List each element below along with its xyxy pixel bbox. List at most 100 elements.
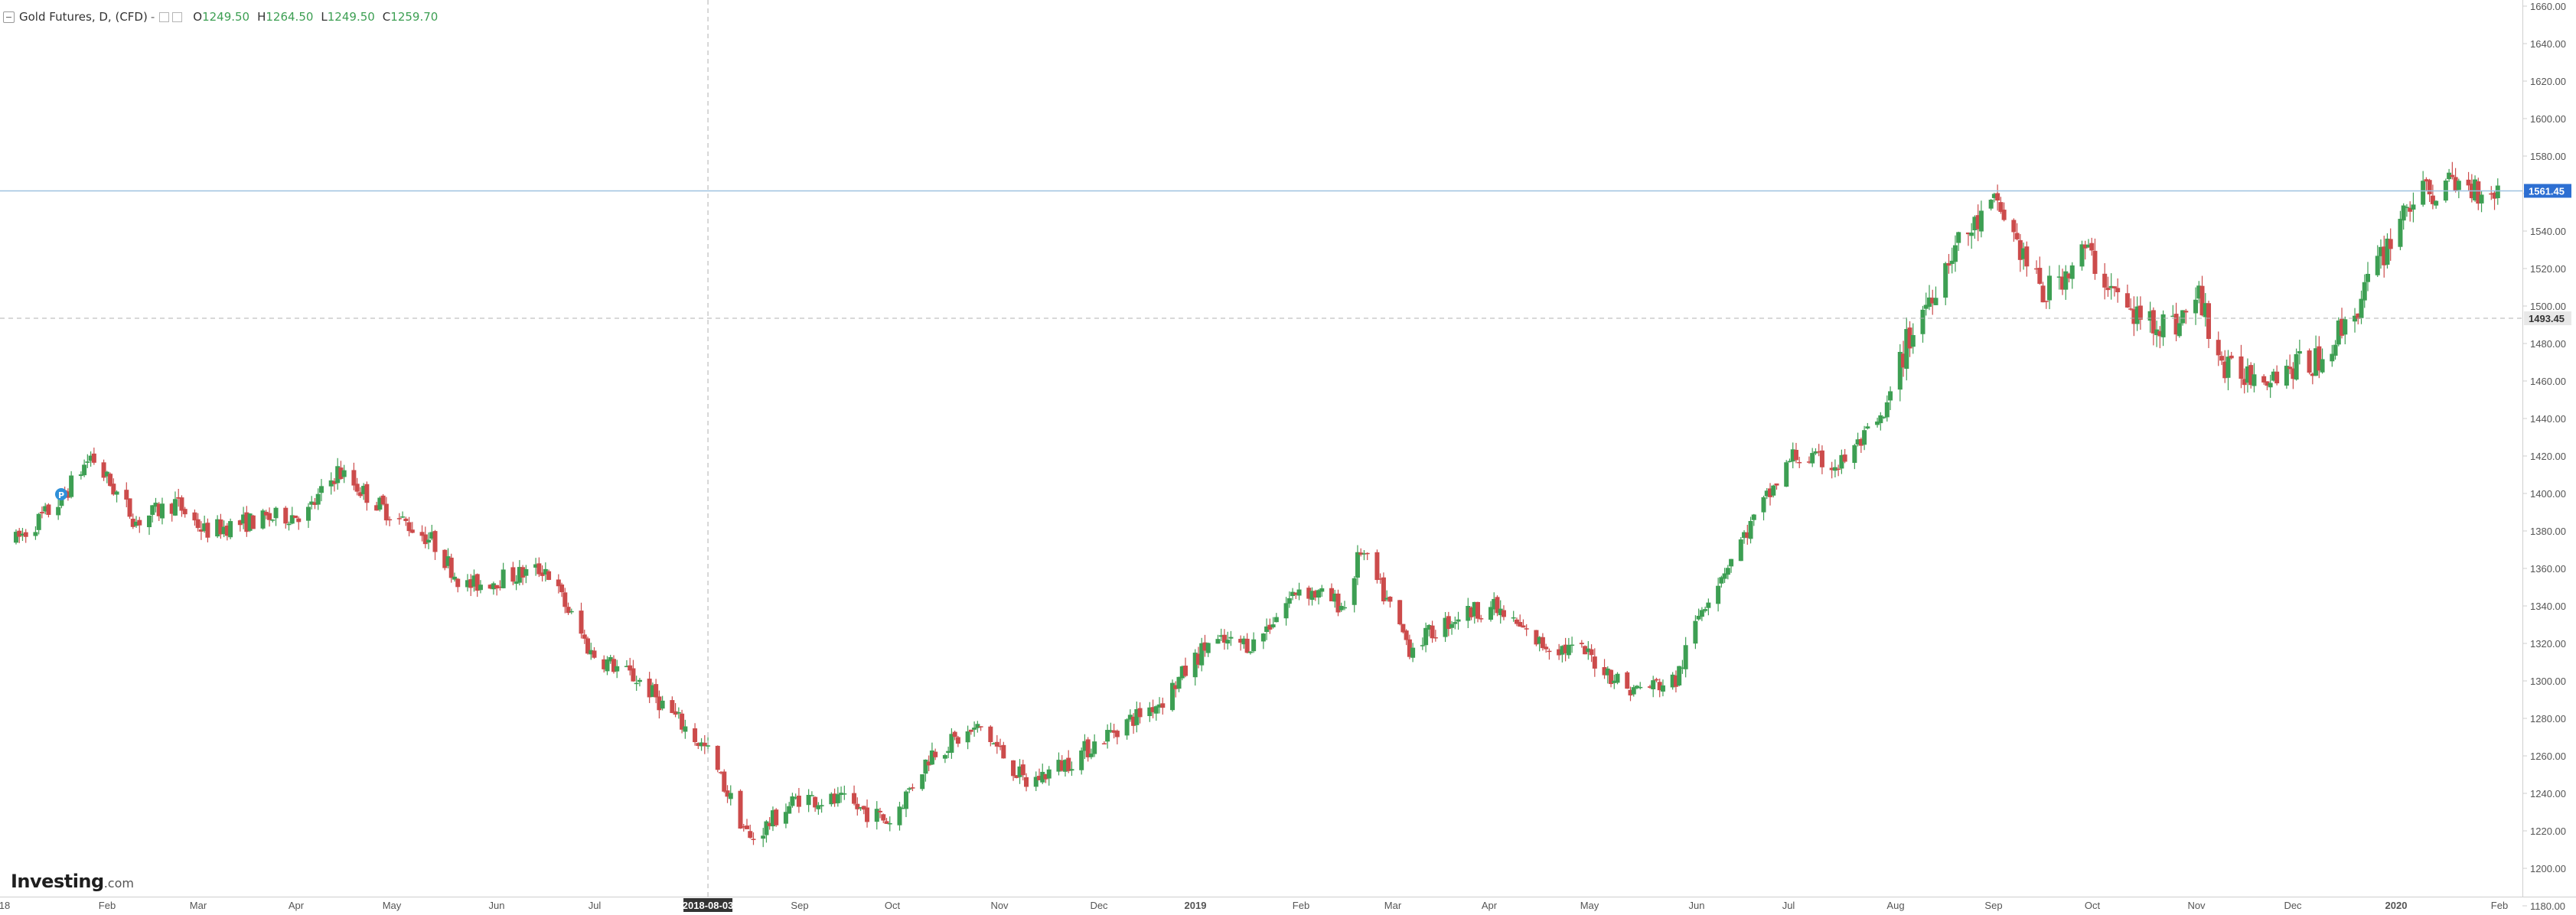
candle (1991, 192, 1997, 203)
candle (2196, 281, 2202, 304)
price-axis[interactable]: 1180.00 1200.00 1220.00 1240.00 1260.00 1280.… (2522, 1, 2571, 912)
last-price-badge-label: 1561.45 (2529, 185, 2565, 197)
price-tick-label: 1340.00 (2530, 601, 2566, 612)
candle (1557, 643, 1562, 660)
brand-suffix: .com (103, 876, 134, 891)
candle (955, 735, 960, 747)
collapse-legend-icon[interactable] (3, 11, 15, 23)
candle (744, 819, 749, 829)
candle (628, 657, 633, 676)
candle (1105, 724, 1110, 749)
candle (2284, 360, 2289, 389)
alert-marker-icon[interactable]: P (55, 488, 67, 500)
candle (562, 588, 568, 614)
candle (198, 521, 204, 540)
chart-legend: Gold Futures, D, (CFD) - O1249.50 H1264.… (3, 8, 438, 26)
time-tick: Jul (1782, 900, 1795, 911)
candle (2450, 161, 2455, 180)
candle (419, 525, 425, 542)
candle (816, 802, 821, 815)
time-tick-label: Dec (2284, 900, 2302, 911)
candle (2353, 308, 2358, 333)
price-tick-label: 1420.00 (2530, 451, 2566, 462)
candle (1865, 422, 1870, 430)
price-tick-label: 1660.00 (2530, 1, 2566, 12)
candle (2134, 296, 2140, 331)
time-tick: Jun (1689, 900, 1705, 911)
time-tick: Feb (99, 900, 116, 911)
candle (305, 503, 311, 529)
candle (1446, 611, 1451, 637)
candle (783, 803, 788, 829)
candle (1062, 759, 1068, 777)
candle (2069, 262, 2075, 289)
candle (946, 746, 951, 759)
candle (338, 461, 344, 480)
close-series-icon[interactable] (172, 11, 183, 22)
candle (1218, 628, 1224, 642)
candle (2131, 296, 2137, 337)
time-tick-label: Jun (1689, 900, 1705, 911)
candle (2150, 307, 2156, 346)
candle (1033, 771, 1039, 791)
candle (244, 506, 249, 537)
candle (858, 806, 863, 811)
candle (1946, 253, 1952, 274)
price-tick: 1640.00 (2522, 38, 2566, 50)
candle (2330, 344, 2335, 367)
candle (1518, 614, 1523, 627)
candle (2340, 308, 2345, 339)
high-value: 1264.50 (266, 10, 314, 24)
candle (1978, 200, 1984, 238)
candle (1651, 676, 1656, 698)
candle (445, 548, 451, 568)
price-tick: 1400.00 (2522, 488, 2566, 500)
svg-text:P: P (58, 490, 64, 500)
low-label: L (321, 10, 328, 24)
candle (2382, 236, 2387, 278)
price-tick: 1200.00 (2522, 863, 2566, 874)
candle (1806, 456, 1811, 464)
legend-low: L1249.50 (321, 10, 374, 24)
candle (228, 518, 233, 539)
crosshair-date-badge: 2018-08-03 (683, 898, 733, 912)
candle (1609, 669, 1614, 688)
candle (1286, 591, 1292, 608)
time-axis[interactable]: 18 Feb Mar Apr May Jun Jul 2018-08-03 Sep Oct Nov D… (0, 898, 2508, 912)
candle (540, 565, 545, 582)
candle (767, 817, 772, 830)
candle (676, 707, 681, 719)
candle (1205, 642, 1211, 657)
candle (715, 745, 720, 773)
candle (1361, 549, 1367, 561)
price-tick: 1500.00 (2522, 301, 2566, 312)
candle (566, 602, 571, 615)
candle (43, 503, 48, 515)
instrument-title[interactable]: Gold Futures, D, (CFD) (19, 10, 148, 24)
chart-settings-icon[interactable] (159, 11, 170, 22)
candle (1719, 575, 1724, 588)
candle (631, 659, 636, 682)
candle (442, 549, 448, 571)
candle (351, 462, 357, 490)
time-tick: Feb (1293, 900, 1309, 911)
candle (1787, 458, 1792, 463)
candle (829, 792, 834, 807)
price-tick-label: 1480.00 (2530, 338, 2566, 350)
candle (153, 497, 158, 513)
time-tick: Aug (1886, 900, 1904, 911)
candle (835, 786, 840, 807)
candle (1855, 432, 1860, 447)
candle (2092, 238, 2098, 280)
candle (195, 513, 201, 532)
candle (1020, 760, 1026, 781)
candle (65, 488, 70, 501)
candle (2043, 301, 2049, 309)
candle (1907, 321, 1912, 357)
candle (741, 823, 746, 832)
candle (1952, 235, 1958, 272)
time-tick: Dec (2284, 900, 2302, 911)
candle (2079, 240, 2085, 271)
candle (1540, 633, 1545, 651)
